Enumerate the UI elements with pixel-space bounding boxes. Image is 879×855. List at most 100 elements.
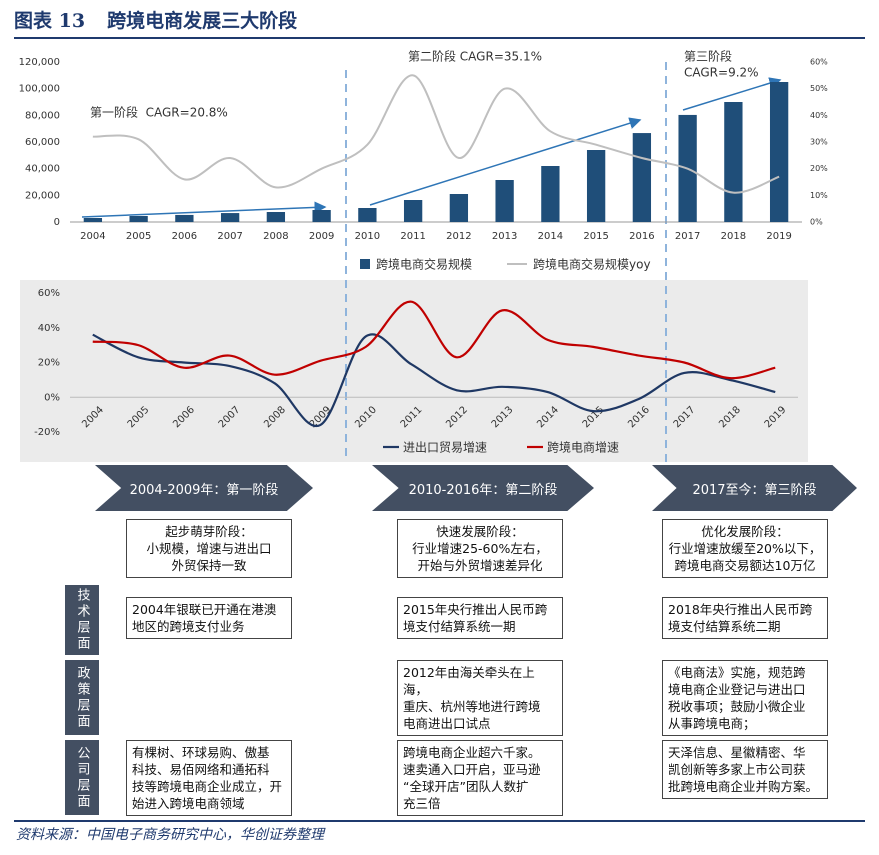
row-label: 技术层面 xyxy=(65,585,99,655)
stage-arrow: 2004-2009年：第一阶段 xyxy=(95,465,313,511)
y2-tick-label: 40% xyxy=(810,111,828,120)
y-tick-label: 120,000 xyxy=(19,57,60,68)
text-line: 科技、易佰网络和通拓科 xyxy=(132,762,270,777)
text-line: 小规模，增速与进出口 xyxy=(146,541,272,556)
text-line: 优化发展阶段： xyxy=(701,524,789,539)
y-tick-label: 80,000 xyxy=(25,110,60,121)
annotation: 第二阶段 CAGR=35.1% xyxy=(408,49,542,64)
bar xyxy=(769,82,789,222)
text-line: 境电商企业登记与进出口 xyxy=(668,682,806,697)
trend-arrow xyxy=(682,77,782,111)
bar xyxy=(175,214,194,222)
stage-summary: 优化发展阶段： 行业增速放缓至20%以下， 跨境电商交易额达10万亿 xyxy=(662,519,828,578)
x-tick-label: 2007 xyxy=(217,231,242,242)
footer-rule xyxy=(14,820,865,822)
text-line: 跨境电商交易额达10万亿 xyxy=(674,558,816,573)
y-tick-label: 0 xyxy=(54,217,60,228)
tech-box: 2018年央行推出人民币跨 境支付结算系统二期 xyxy=(662,597,828,639)
text-line: 2012年由海关牵头在上海， xyxy=(403,665,535,697)
text-line: 始进入跨境电商领域 xyxy=(132,796,245,811)
text-line: 有棵树、环球易购、傲基 xyxy=(132,745,270,760)
text-line: 开始与外贸增速差异化 xyxy=(417,558,543,573)
x-tick-label: 2019 xyxy=(766,231,791,242)
bar xyxy=(220,213,240,222)
x-tick-label: 2005 xyxy=(126,231,151,242)
x-tick-label: 2013 xyxy=(492,231,517,242)
stage-summary: 起步萌芽阶段： 小规模，增速与进出口 外贸保持一致 xyxy=(126,519,292,578)
annotation: 第一阶段 CAGR=20.8% xyxy=(90,105,228,120)
y-tick-label: 40% xyxy=(38,323,60,334)
annotation: 第三阶段 xyxy=(684,49,732,64)
y-tick-label: -20% xyxy=(34,427,60,438)
company-box: 天泽信息、星徽精密、华 凯创新等多家上市公司获 批跨境电商企业并购方案。 xyxy=(662,740,828,799)
legend-label: 跨境电商交易规模yoy xyxy=(533,257,651,272)
bar xyxy=(632,133,652,222)
text-line: 速卖通入口开启，亚马逊 xyxy=(403,762,541,777)
y-tick-label: 0% xyxy=(44,392,60,403)
text-line: 从事跨境电商； xyxy=(668,716,756,731)
company-box: 跨境电商企业超六千家。 速卖通入口开启，亚马逊 “全球开店”团队人数扩 充三倍 xyxy=(397,740,563,816)
x-tick-label: 2006 xyxy=(172,231,197,242)
stage-summary: 快速发展阶段： 行业增速25-60%左右， 开始与外贸增速差异化 xyxy=(397,519,563,578)
company-box: 有棵树、环球易购、傲基 科技、易佰网络和通拓科 技等跨境电商企业成立，开 始进入跨境电… xyxy=(126,740,292,816)
text-line: 外贸保持一致 xyxy=(171,558,247,573)
text-line: “全球开店”团队人数扩 xyxy=(403,779,529,794)
header-rule xyxy=(14,37,865,39)
tech-box: 2004年银联已开通在港澳 地区的跨境支付业务 xyxy=(126,597,292,639)
bar xyxy=(358,208,377,222)
x-tick-label: 2011 xyxy=(400,231,425,242)
x-tick-label: 2004 xyxy=(80,231,105,242)
tech-box: 2015年央行推出人民币跨 境支付结算系统一期 xyxy=(397,597,563,639)
yoy-line xyxy=(92,74,780,194)
text-line: 起步萌芽阶段： xyxy=(165,524,253,539)
row-label: 政策层面 xyxy=(65,660,99,735)
growth-line xyxy=(92,333,776,428)
legend-label: 跨境电商交易规模 xyxy=(376,257,472,272)
y2-tick-label: 30% xyxy=(810,138,828,147)
policy-box: 2012年由海关牵头在上海， 重庆、杭州等地进行跨境 电商进出口试点 xyxy=(397,660,563,736)
trend-arrow xyxy=(81,201,327,218)
figure-title: 跨境电商发展三大阶段 xyxy=(107,10,298,32)
text-line: 批跨境电商企业并购方案。 xyxy=(668,779,819,794)
text-line: 凯创新等多家上市公司获 xyxy=(668,762,806,777)
bar xyxy=(312,210,331,222)
y-tick-label: 20% xyxy=(38,358,60,369)
header: 图表 13 跨境电商发展三大阶段 xyxy=(14,6,319,33)
x-tick-label: 2012 xyxy=(446,231,471,242)
text-line: 电商进出口试点 xyxy=(403,716,491,731)
charts: 0 20,000 40,000 60,000 80,000 100,000 120,000 0… xyxy=(19,49,828,462)
text-line: 跨境电商企业超六千家。 xyxy=(403,745,541,760)
chart2-background xyxy=(20,280,808,462)
text-line: 《电商法》实施，规范跨 xyxy=(668,665,806,680)
y2-tick-label: 60% xyxy=(810,58,828,67)
text-line: 技等跨境电商企业成立，开 xyxy=(132,779,283,794)
text-line: 境支付结算系统二期 xyxy=(668,619,781,634)
x-tick-label: 2017 xyxy=(675,231,700,242)
text-line: 地区的跨境支付业务 xyxy=(132,619,245,634)
figure-label: 图表 13 xyxy=(14,10,86,32)
text-line: 行业增速放缓至20%以下， xyxy=(668,541,822,556)
y2-tick-label: 10% xyxy=(810,191,828,200)
growth-line xyxy=(92,300,776,380)
x-tick-label: 2008 xyxy=(263,231,288,242)
bar xyxy=(541,166,560,222)
x-tick-label: 2009 xyxy=(309,231,334,242)
trend-arrow xyxy=(369,117,642,206)
text-line: 境支付结算系统一期 xyxy=(403,619,516,634)
text-line: 充三倍 xyxy=(403,796,441,811)
text-line: 税收事项；鼓励小微企业 xyxy=(668,699,806,714)
y2-tick-label: 0% xyxy=(810,218,823,227)
x-tick-label: 2010 xyxy=(355,231,380,242)
y-tick-label: 40,000 xyxy=(25,164,60,175)
bar xyxy=(83,218,103,222)
text-line: 2004年银联已开通在港澳 xyxy=(132,602,277,617)
text-line: 2018年央行推出人民币跨 xyxy=(668,602,813,617)
y2-tick-label: 20% xyxy=(810,164,828,173)
x-tick-label: 2016 xyxy=(629,231,654,242)
y-tick-label: 60,000 xyxy=(25,137,60,148)
policy-box: 《电商法》实施，规范跨 境电商企业登记与进出口 税收事项；鼓励小微企业 从事跨境电商； xyxy=(662,660,828,736)
text-line: 重庆、杭州等地进行跨境 xyxy=(403,699,541,714)
legend-label: 进出口贸易增速 xyxy=(403,441,487,455)
bar xyxy=(129,216,148,222)
